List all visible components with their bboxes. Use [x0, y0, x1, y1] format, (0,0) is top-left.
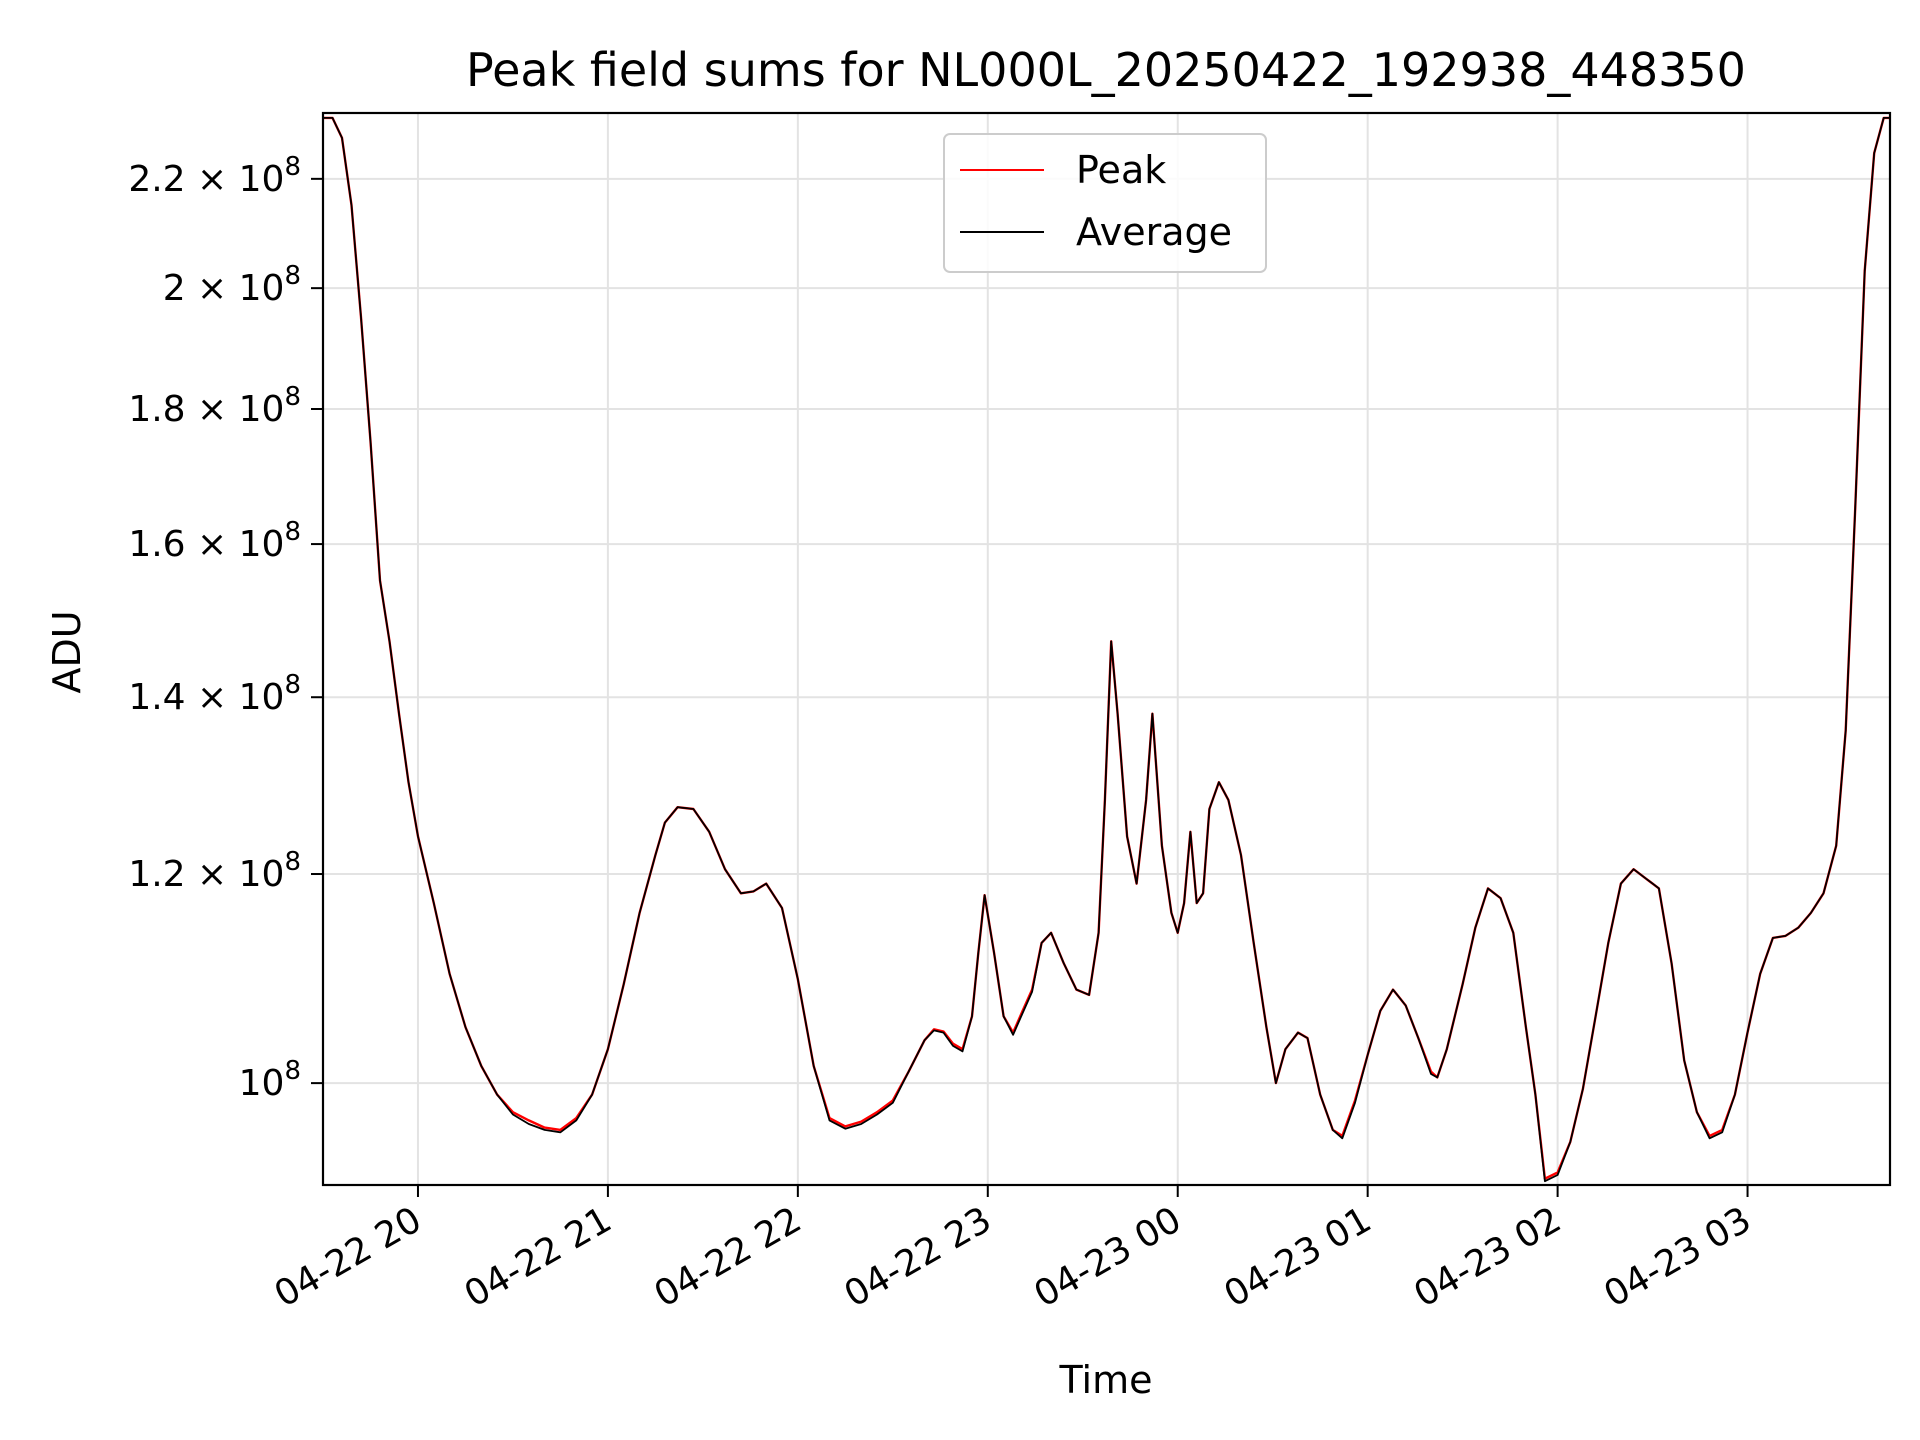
y-tick-label: 1.8 × 108 [128, 382, 301, 430]
legend: Peak Average [943, 133, 1267, 273]
legend-label-average: Average [1076, 210, 1232, 254]
y-tick-label: 1.2 × 108 [128, 847, 301, 895]
grid [323, 113, 1890, 1185]
y-tick-label: 1.6 × 108 [128, 517, 301, 565]
series-layer [323, 116, 1890, 1183]
y-tick-label: 2.2 × 108 [128, 152, 301, 200]
y-tick-label: 2 × 108 [163, 261, 301, 309]
y-tick-label: 1.4 × 108 [128, 670, 301, 718]
y-axis-label: ADU [45, 610, 89, 693]
plot-frame [321, 111, 1892, 1187]
legend-box [943, 133, 1267, 273]
x-axis-label: Time [1059, 1358, 1153, 1402]
legend-label-peak: Peak [1076, 148, 1166, 192]
series-line-average [323, 117, 1890, 1183]
y-axis: 2.2 × 108 2 × 108 1.8 × 108 1.6 × 108 1.4 × … [128, 152, 323, 1104]
chart-title: Peak field sums for NL000L_20250422_1929… [466, 43, 1746, 97]
y-tick-label: 108 [239, 1056, 301, 1104]
